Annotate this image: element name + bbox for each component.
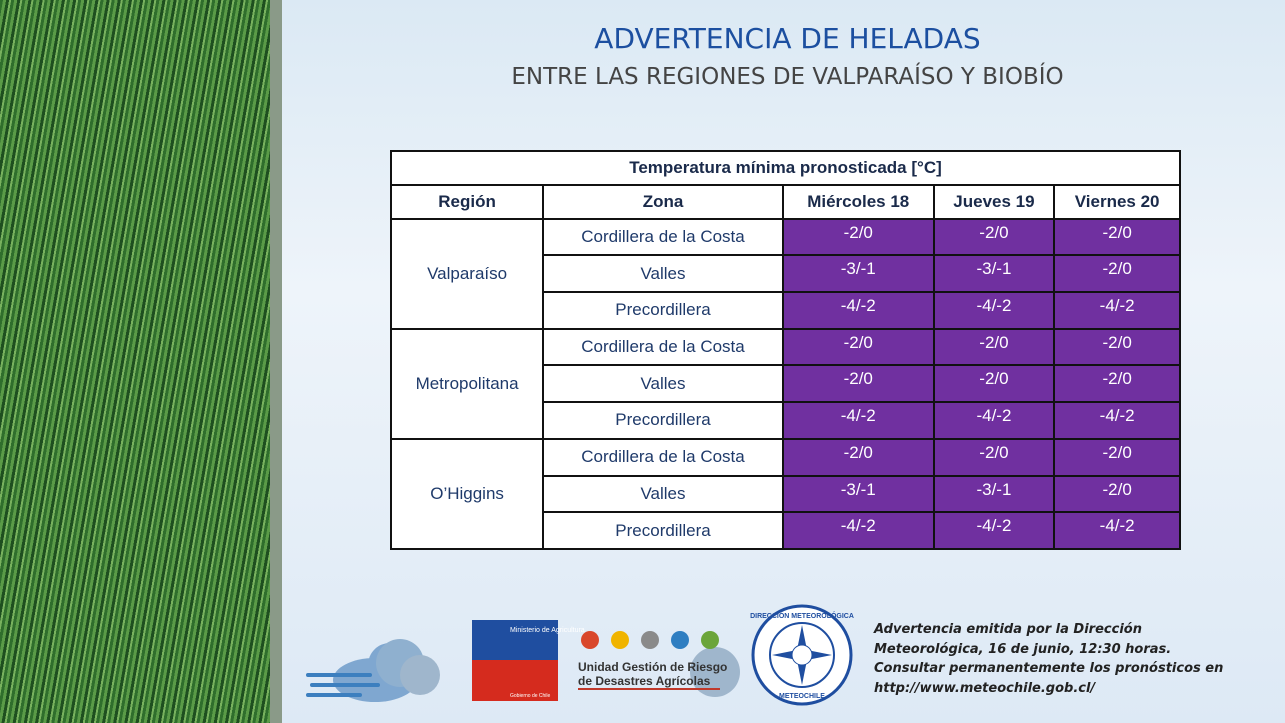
table-row: Precordillera -4/-2 -4/-2 -4/-2 xyxy=(391,401,1181,440)
table-row: Precordillera -4/-2 -4/-2 -4/-2 xyxy=(391,511,1181,550)
value-cell: -2/0 xyxy=(1053,437,1181,477)
region-cell: O’Higgins xyxy=(389,437,545,550)
value-cell: -3/-1 xyxy=(781,474,935,514)
meteo-top: DIRECCIÓN METEOROLÓGICA xyxy=(750,611,854,620)
value-cell: -2/0 xyxy=(781,437,935,477)
value-cell: -2/0 xyxy=(781,217,935,257)
table-row: O’Higgins Cordillera de la Costa -2/0 -2/0-… xyxy=(389,437,1181,550)
zone-cell: Valles xyxy=(542,474,784,514)
column-header: Región xyxy=(389,184,545,220)
value-cell: -2/0 xyxy=(932,327,1056,367)
subtitle: ENTRE LAS REGIONES DE VALPARAÍSO Y BIOBÍ… xyxy=(511,64,1064,90)
value-cell: -2/0 xyxy=(781,364,935,404)
zone-cell: Valles xyxy=(542,364,784,404)
forecast-table: Temperatura mínima pronosticada [°C] Regi… xyxy=(389,150,1181,550)
table-row: Precordillera -4/-2 -4/-2 -4/-2 xyxy=(391,291,1181,330)
footer-note: Advertencia emitida por la Dirección Mete… xyxy=(874,620,1223,698)
value-cell: -3/-1 xyxy=(781,254,935,294)
column-header: Zona xyxy=(542,184,784,220)
value-cell: -4/-2 xyxy=(932,401,1056,440)
value-cell: -4/-2 xyxy=(1053,401,1181,440)
column-header: Miércoles 18 xyxy=(781,184,935,220)
table-row: Valles -2/0 -2/0 -2/0 xyxy=(391,364,1181,404)
table-row: Metropolitana Cordillera de la Costa -2/0-… xyxy=(389,327,1181,440)
caption-row: Temperatura mínima pronosticada [°C] xyxy=(390,150,1181,186)
value-cell: -4/-2 xyxy=(932,511,1056,550)
column-header: Viernes 20 xyxy=(1053,184,1181,220)
table-row: Valles -3/-1 -3/-1 -2/0 xyxy=(391,474,1181,514)
logos: Ministerio de Agricultura Gobierno de Ch… xyxy=(306,604,854,706)
value-cell: -2/0 xyxy=(1053,474,1181,514)
column-header: Jueves 19 xyxy=(932,184,1056,220)
footer-line: http://www.meteochile.gob.cl/ xyxy=(874,680,1096,696)
government-name: Gobierno de Chile xyxy=(510,693,551,699)
zone-cell: Precordillera xyxy=(542,291,784,330)
value-cell: -4/-2 xyxy=(1053,511,1181,550)
header-row: Región Zona Miércoles 18 Jueves 19 Viernes 2… xyxy=(389,184,1181,220)
table-caption: Temperatura mínima pronosticada [°C] xyxy=(390,150,1181,186)
value-cell: -4/-2 xyxy=(932,291,1056,330)
zone-cell: Cordillera de la Costa xyxy=(542,217,784,257)
value-cell: -2/0 xyxy=(1053,364,1181,404)
value-cell: -4/-2 xyxy=(781,511,935,550)
value-cell: -2/0 xyxy=(932,437,1056,477)
value-cell: -4/-2 xyxy=(781,291,935,330)
value-cell: -2/0 xyxy=(932,364,1056,404)
zone-cell: Cordillera de la Costa xyxy=(542,327,784,367)
table-row: Valles -3/-1 -3/-1 -2/0 xyxy=(391,254,1181,294)
value-cell: -2/0 xyxy=(1053,254,1181,294)
ugrda-line: Unidad Gestión de Riesgo xyxy=(578,660,727,674)
value-cell: -2/0 xyxy=(1053,217,1181,257)
ministry-name: Ministerio de Agricultura xyxy=(510,627,585,634)
region-cell: Valparaíso xyxy=(389,217,545,330)
value-cell: -2/0 xyxy=(932,217,1056,257)
zone-cell: Valles xyxy=(542,254,784,294)
footer-line: Meteorológica, 16 de junio, 12:30 horas. xyxy=(874,641,1172,657)
zone-cell: Precordillera xyxy=(542,511,784,550)
meteo-bottom: METEOCHILE xyxy=(779,693,825,700)
value-cell: -3/-1 xyxy=(932,254,1056,294)
zone-cell: Precordillera xyxy=(542,401,784,440)
value-cell: -3/-1 xyxy=(932,474,1056,514)
value-cell: -2/0 xyxy=(781,327,935,367)
footer-line: Advertencia emitida por la Dirección xyxy=(874,622,1142,637)
title: ADVERTENCIA DE HELADAS xyxy=(594,22,981,55)
zone-cell: Cordillera de la Costa xyxy=(542,437,784,477)
value-cell: -2/0 xyxy=(1053,327,1181,367)
value-cell: -4/-2 xyxy=(1053,291,1181,330)
divider-strip xyxy=(270,0,282,723)
value-cell: -4/-2 xyxy=(781,401,935,440)
ugrda-icons xyxy=(581,631,719,649)
cloud-icon xyxy=(306,639,740,702)
footer-line: Consultar permanentemente los pronóstico… xyxy=(874,661,1224,676)
grass-image xyxy=(0,0,270,723)
table-row: Valparaíso Cordillera de la Costa -2/0 -2/0… xyxy=(389,217,1181,330)
region-cell: Metropolitana xyxy=(389,327,545,440)
meteo-logo xyxy=(751,604,853,706)
ugrda-line: de Desastres Agrícolas xyxy=(578,674,711,688)
